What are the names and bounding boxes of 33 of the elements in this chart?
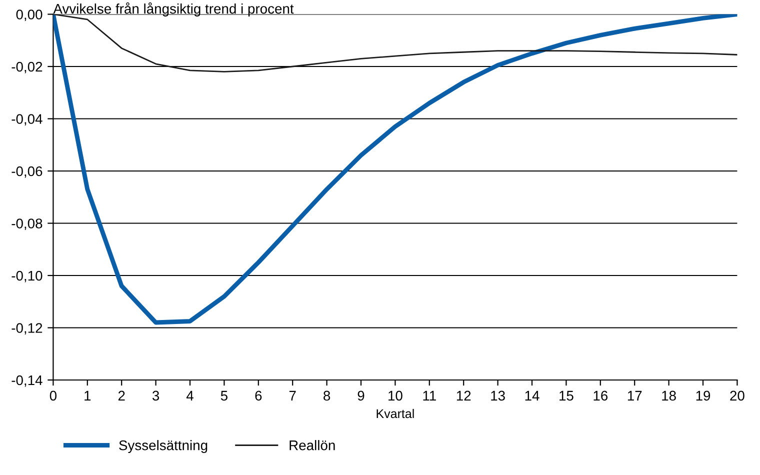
x-tick-label: 13 (491, 390, 505, 401)
x-tick-label: 11 (423, 390, 436, 400)
x-tick-label: 12 (456, 390, 471, 400)
legend-label: Reallön (290, 440, 335, 450)
x-tick-label: 0 (50, 390, 57, 401)
y-tick-label: -0,08 (12, 218, 42, 230)
x-tick-label: 14 (525, 390, 540, 400)
y-tick-label: -0,14 (12, 375, 42, 387)
x-tick-label: 7 (289, 390, 296, 400)
y-tick-label: -0,12 (12, 323, 42, 335)
x-tick-label: 3 (152, 390, 160, 401)
y-tick-label: -0,06 (12, 166, 42, 178)
y-tick-label: -0,04 (12, 114, 42, 126)
x-tick-label: 9 (358, 390, 364, 401)
x-tick-label: 20 (730, 390, 744, 401)
x-tick-label: 6 (255, 390, 262, 401)
x-tick-label: 15 (560, 390, 574, 401)
x-tick-label: 10 (388, 390, 402, 401)
x-tick-label: 17 (628, 390, 642, 400)
x-tick-label: 1 (84, 390, 91, 400)
x-tick-label: 19 (696, 390, 710, 401)
x-tick-label: 5 (220, 390, 228, 401)
x-tick-label: 4 (186, 390, 194, 400)
legend-label: Sysselsättning (119, 440, 208, 453)
chart-title: Avvikelse från långsiktig trend i procent (53, 2, 294, 16)
y-tick-label: -0,10 (12, 270, 42, 282)
y-tick-label: 0,00 (16, 10, 42, 22)
x-axis-title: Kvartal (376, 408, 414, 418)
x-tick-label: 18 (662, 390, 676, 401)
y-tick-label: -0,02 (12, 62, 42, 74)
x-tick-label: 16 (594, 390, 608, 401)
x-tick-label: 2 (118, 390, 125, 400)
x-tick-label: 8 (324, 390, 330, 401)
